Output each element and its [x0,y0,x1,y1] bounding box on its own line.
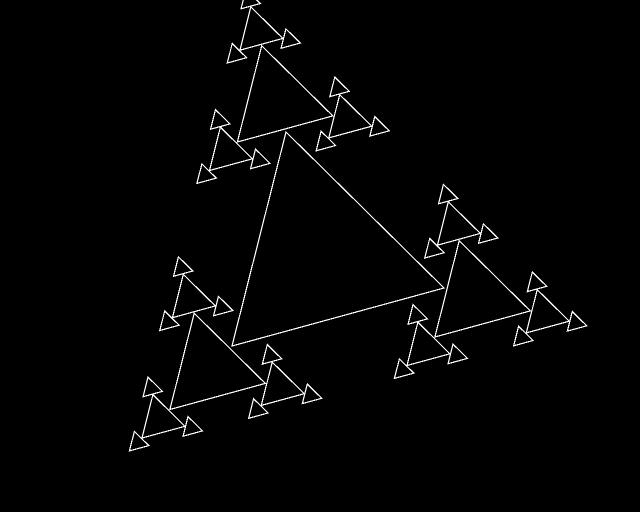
fractal-triangle-level-2 [406,321,452,367]
fractal-triangle-level-3 [226,42,248,64]
fractal-triangle-level-3 [142,376,164,398]
fractal-triangle-level-3 [196,162,218,185]
fractal-triangle-level-2 [171,273,217,319]
fractal-triangle-level-2 [525,288,571,334]
fractal-triangle-level-3 [172,255,194,278]
fractal-triangle-level-3 [209,108,232,131]
fractal-triangle-level-3 [566,310,588,332]
fractal-triangle-level-2 [436,200,482,247]
fractal-triangle-level-3 [407,303,429,326]
fractal-triangle-level-0 [231,130,446,347]
fractal-triangle-level-3 [128,430,150,452]
fractal-triangle-level-2 [239,5,284,52]
fractal-triangle-level-3 [315,130,337,152]
fractal-triangle-level-3 [212,295,234,317]
fractal-triangle-level-2 [260,360,306,407]
fractal-triangle-level-3 [477,222,499,245]
fractal-triangle-level-3 [512,325,535,347]
fractal-triangle-level-3 [261,343,283,365]
fractal-triangle-level-3 [240,0,262,10]
fractal-triangle-level-3 [447,343,469,365]
fractal-triangle-level-3 [329,75,351,98]
fractal-triangle-level-3 [437,183,459,205]
fractal-triangle-level-3 [247,397,270,420]
fractal-triangle-level-3 [182,415,204,438]
fractal-triangle-level-3 [393,357,415,380]
fractal-triangle-level-3 [301,382,323,405]
fractal-triangle-level-3 [280,27,302,50]
fractal-triangle-level-2 [327,93,373,139]
fractal-triangle-level-2 [141,393,187,439]
fractal-triangle-level-3 [368,115,391,137]
fractal-triangle-level-1 [169,312,267,411]
fractal-triangle-level-2 [208,126,254,172]
fractal-triangle-level-3 [526,270,548,293]
fractal-triangle-level-1 [434,239,532,338]
fractal-triangle-level-3 [158,309,181,332]
fractal-triangle-level-3 [249,148,272,170]
fractal-triangle-level-1 [236,44,334,143]
fractal-triangle-level-3 [423,237,446,259]
